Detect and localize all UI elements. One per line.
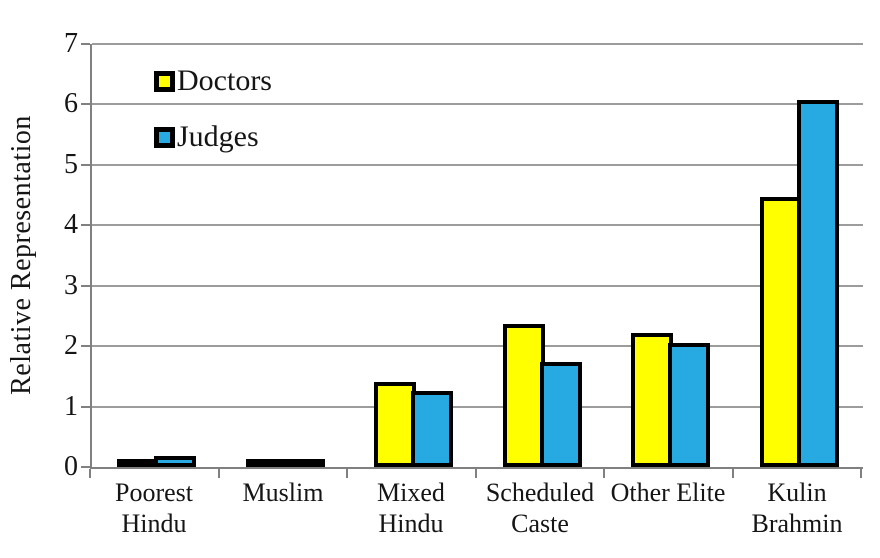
gridline-3 — [92, 284, 863, 287]
bar-judges-poorest-hindu — [154, 456, 196, 467]
x-tick-5 — [731, 469, 734, 478]
bar-doctors-muslim — [246, 459, 288, 467]
legend-swatch-doctors-icon — [154, 70, 175, 92]
y-tick-6 — [81, 103, 90, 106]
bar-doctors-scheduled-caste — [503, 324, 545, 467]
legend-item-doctors: Doctors — [154, 64, 272, 97]
y-tick-label-6: 6 — [64, 88, 78, 120]
category-label-line: Kulin — [767, 478, 827, 507]
y-tick-3 — [81, 284, 90, 287]
x-tick-4 — [603, 469, 605, 478]
gridline-6 — [92, 103, 863, 106]
legend: Doctors Judges — [154, 64, 272, 182]
x-tick-6 — [860, 469, 862, 478]
y-tick-label-3: 3 — [64, 269, 78, 301]
category-label-poorest-hindu: Poorest Hindu — [74, 477, 234, 539]
bar-doctors-kulin-brahmin — [760, 197, 802, 467]
category-label-line: Scheduled — [485, 478, 595, 507]
gridline-4 — [92, 224, 863, 227]
bar-judges-kulin-brahmin — [797, 100, 839, 467]
category-label-line: Poorest — [115, 478, 193, 507]
category-label-mixed-hindu: Mixed Hindu — [331, 477, 491, 539]
x-tick-2 — [346, 469, 348, 478]
bar-doctors-other-elite — [631, 333, 673, 467]
legend-swatch-judges-icon — [154, 126, 175, 148]
y-tick-5 — [81, 163, 90, 166]
x-tick-3 — [474, 469, 477, 478]
gridline-7 — [92, 43, 863, 45]
category-label-line: Hindu — [121, 509, 187, 538]
y-tick-label-7: 7 — [64, 28, 78, 59]
y-tick-7 — [81, 43, 90, 45]
category-label-kulin-brahmin: Kulin Brahmin — [717, 477, 877, 539]
category-label-line: Hindu — [378, 509, 444, 538]
bar-judges-other-elite — [668, 343, 710, 467]
category-label-other-elite: Other Elite — [588, 477, 748, 508]
bar-judges-muslim — [283, 459, 325, 467]
gridline-2 — [92, 345, 863, 348]
bar-doctors-mixed-hindu — [374, 382, 416, 467]
y-tick-4 — [81, 224, 90, 227]
category-label-line: Brahmin — [751, 509, 843, 538]
category-label-scheduled-caste: Scheduled Caste — [460, 477, 620, 539]
category-label-line: Muslim — [242, 478, 324, 507]
category-label-line: Caste — [511, 509, 569, 538]
bar-doctors-poorest-hindu — [117, 459, 159, 467]
plot-area: Doctors Judges — [90, 43, 863, 469]
y-tick-1 — [81, 405, 90, 408]
legend-label-doctors: Doctors — [177, 64, 272, 97]
bar-judges-scheduled-caste — [540, 362, 582, 467]
y-tick-2 — [81, 345, 90, 348]
category-label-line: Other Elite — [610, 478, 726, 507]
legend-label-judges: Judges — [177, 120, 259, 153]
y-tick-0 — [81, 466, 90, 468]
x-tick-0 — [89, 469, 91, 478]
y-tick-label-5: 5 — [64, 148, 78, 180]
x-tick-1 — [217, 469, 220, 478]
y-tick-label-4: 4 — [64, 209, 78, 241]
y-tick-label-2: 2 — [64, 330, 78, 362]
y-tick-label-0: 0 — [64, 451, 78, 482]
bar-judges-mixed-hindu — [411, 391, 453, 467]
gridline-5 — [92, 163, 863, 166]
y-tick-label-1: 1 — [64, 390, 78, 422]
category-label-line: Mixed — [377, 478, 445, 507]
gridline-1 — [92, 405, 863, 408]
legend-item-judges: Judges — [154, 120, 272, 153]
category-label-muslim: Muslim — [203, 477, 363, 508]
